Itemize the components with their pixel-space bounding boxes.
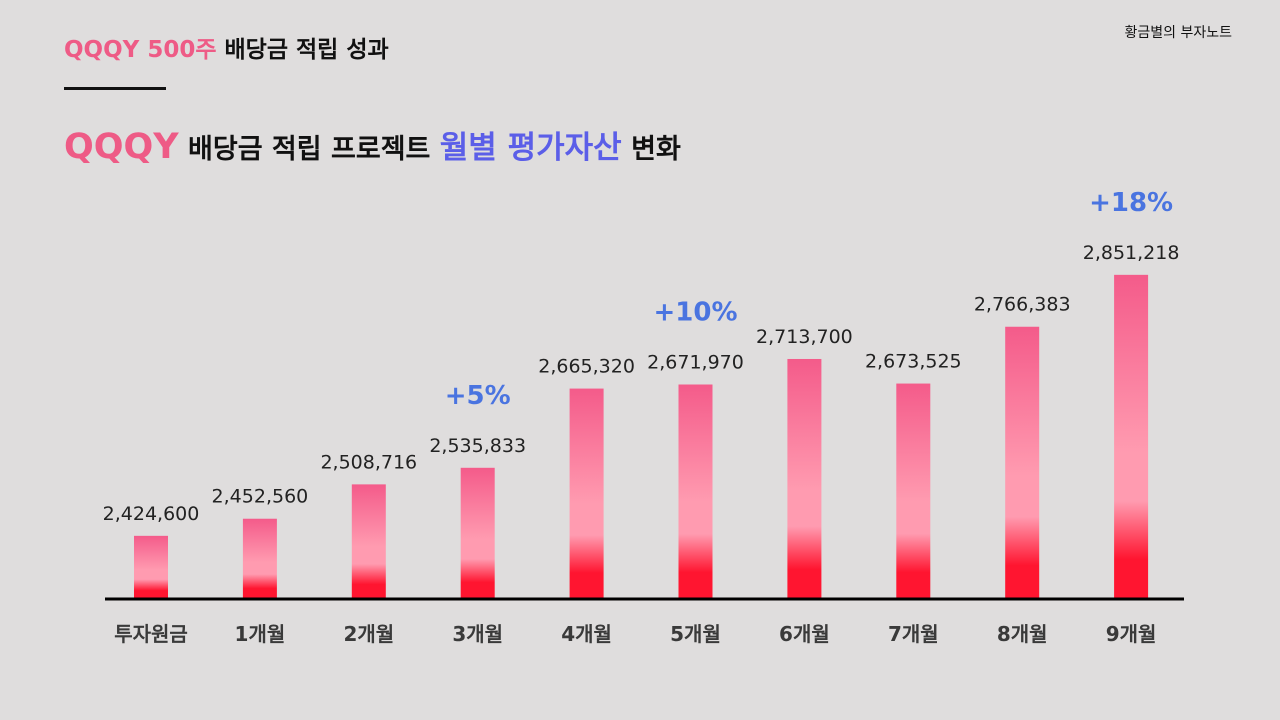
bar <box>351 484 386 598</box>
brand-name: 황금별의 부자노트 <box>1124 25 1233 41</box>
data-label: 2,673,525 <box>865 351 962 373</box>
category-tick-label: 9개월 <box>1106 622 1157 646</box>
bar <box>1005 326 1040 598</box>
bar <box>134 535 168 598</box>
category-tick-label: 투자원금 <box>114 622 188 646</box>
data-label: 2,766,383 <box>974 294 1071 316</box>
data-label: 2,452,560 <box>212 486 309 508</box>
category-tick-label: 7개월 <box>888 622 939 646</box>
data-label: 2,535,833 <box>429 435 526 457</box>
data-label: 2,851,218 <box>1083 242 1180 264</box>
growth-annotation: +5% <box>445 381 511 411</box>
data-label: 2,508,716 <box>320 451 417 473</box>
bar <box>242 518 277 598</box>
category-tick-label: 1개월 <box>235 622 286 646</box>
data-label: 2,665,320 <box>538 356 635 378</box>
report-title: QQQY 500주 배당금 적립 성과 <box>64 30 389 64</box>
headline-ticker: QQQY <box>64 127 179 167</box>
report-title-accent: QQQY 500주 <box>64 37 217 63</box>
bar <box>569 388 604 598</box>
growth-annotation: +10% <box>653 298 737 328</box>
chart-headline: QQQY 배당금 적립 프로젝트 월별 평가자산 변화 <box>64 122 681 167</box>
headline-metric: 월별 평가자산 <box>439 130 622 166</box>
bar <box>678 384 713 598</box>
report-title-rest: 배당금 적립 성과 <box>224 37 389 63</box>
bar <box>896 383 931 598</box>
category-tick-label: 5개월 <box>670 622 721 646</box>
data-label: 2,713,700 <box>756 326 853 348</box>
data-label: 2,671,970 <box>647 352 744 374</box>
bar <box>787 358 822 598</box>
category-tick-label: 6개월 <box>779 622 830 646</box>
bar <box>460 467 495 598</box>
headline-suffix: 변화 <box>631 134 681 165</box>
title-divider <box>64 87 166 90</box>
category-tick-label: 2개월 <box>343 622 394 646</box>
category-tick-label: 4개월 <box>561 622 612 646</box>
growth-annotation: +18% <box>1089 188 1173 218</box>
category-tick-label: 3개월 <box>452 622 503 646</box>
data-label: 2,424,600 <box>103 503 200 525</box>
bar <box>1114 274 1149 598</box>
headline-project: 배당금 적립 프로젝트 <box>188 134 431 165</box>
category-tick-label: 8개월 <box>997 622 1048 646</box>
